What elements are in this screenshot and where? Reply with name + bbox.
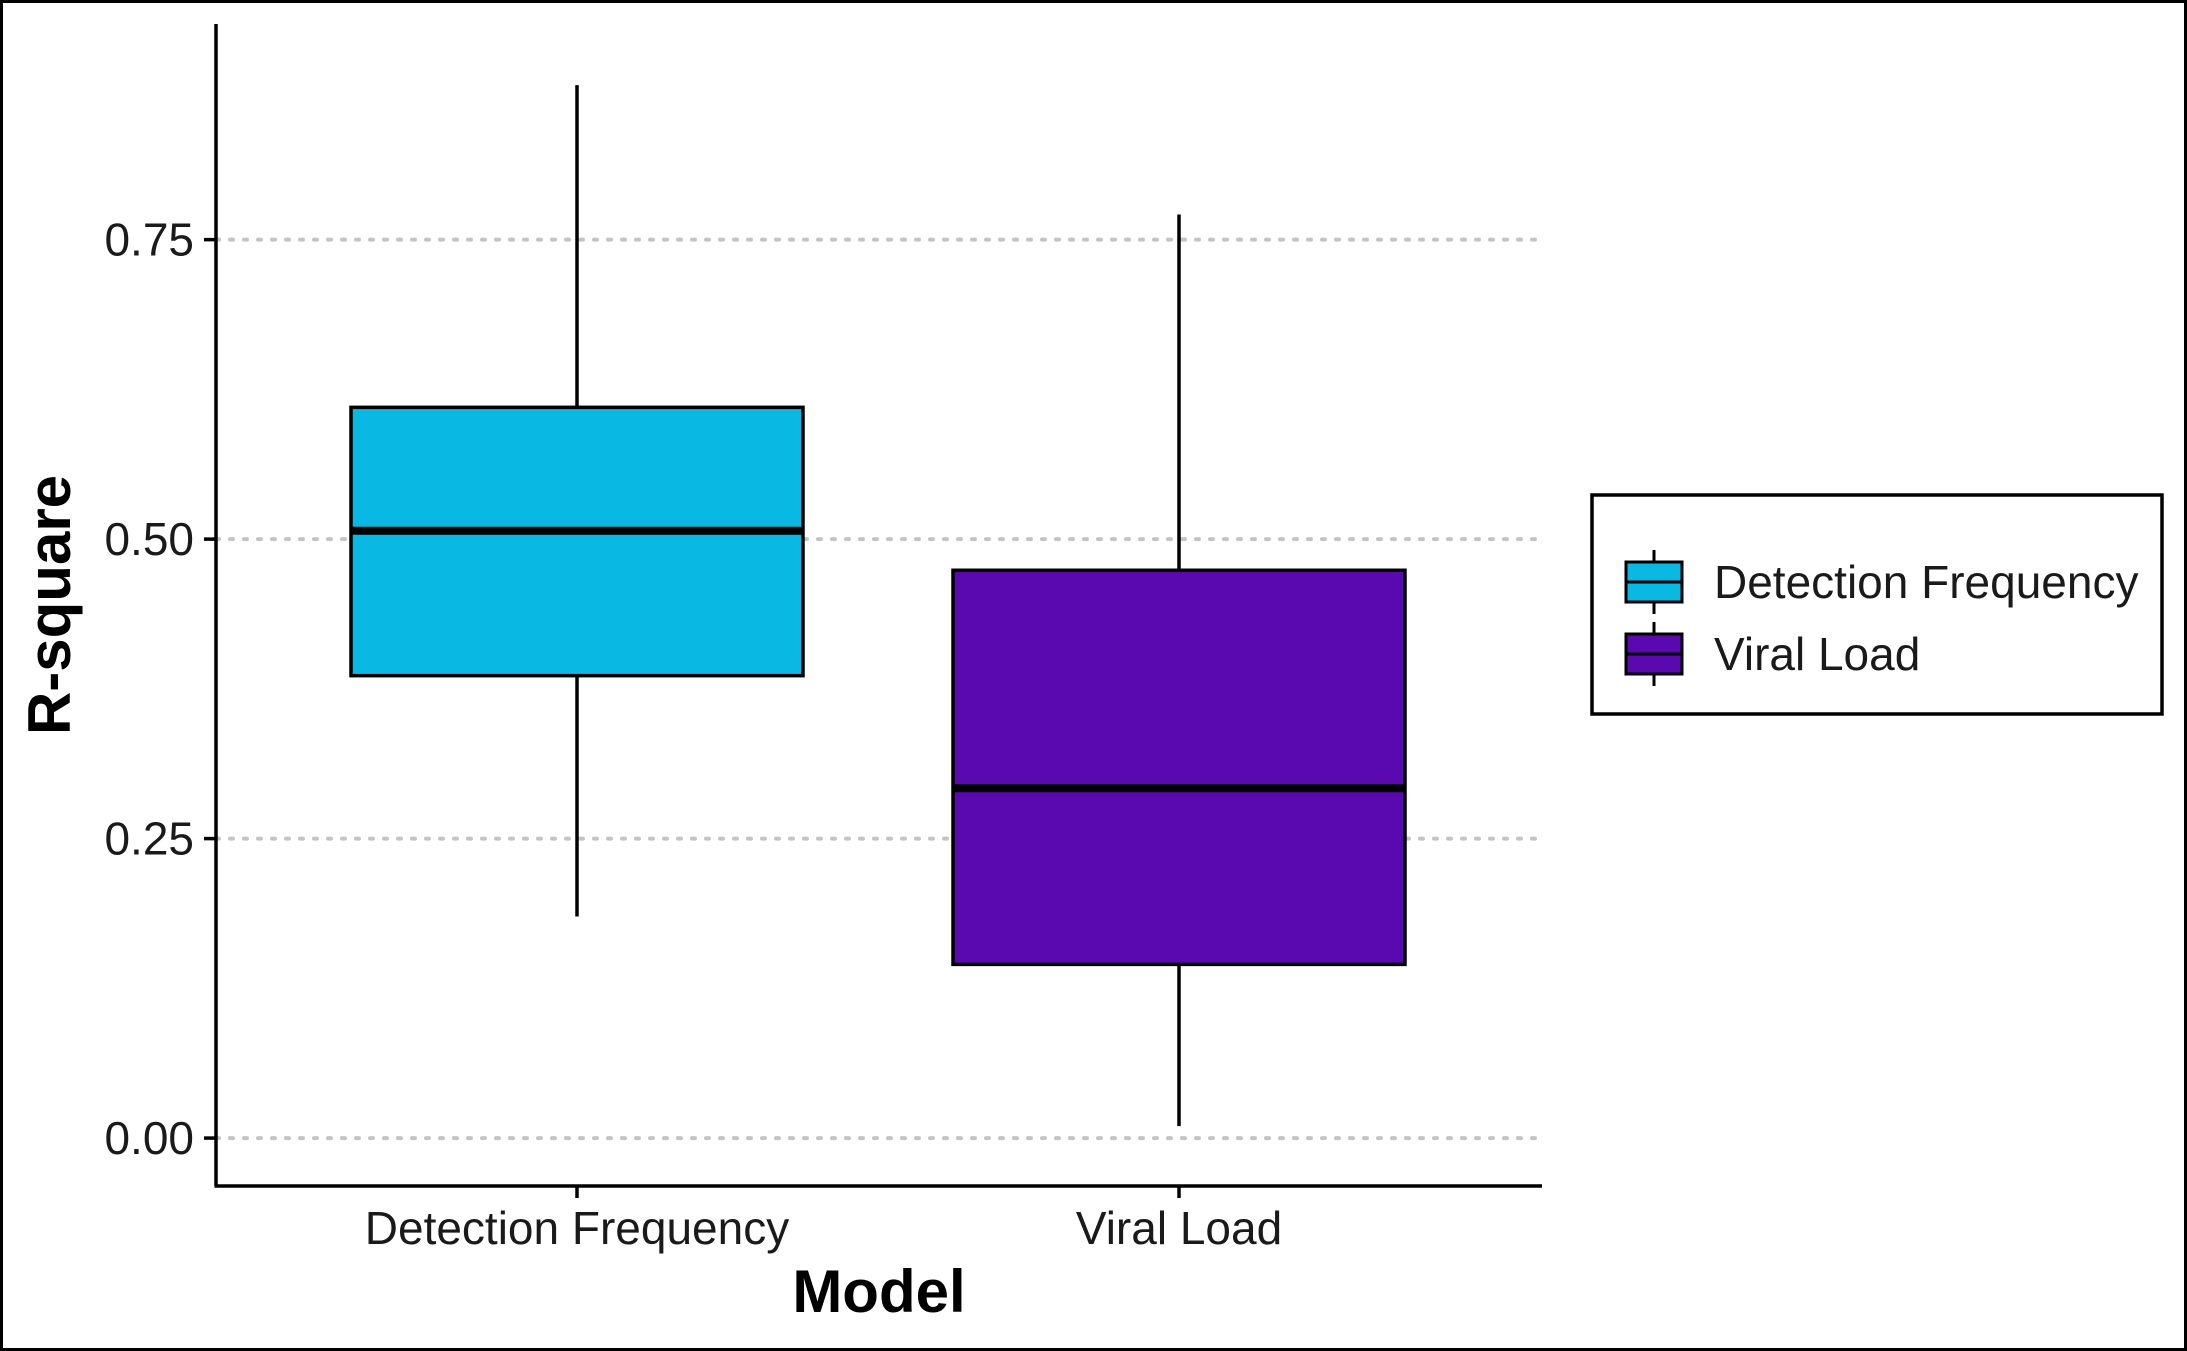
x-tick-label: Detection Frequency: [365, 1202, 789, 1254]
y-tick-label: 0.00: [104, 1112, 194, 1164]
box-body: [349, 405, 805, 678]
y-axis-title: R-square: [16, 475, 83, 735]
box-0: [349, 85, 805, 917]
boxes: [349, 85, 1407, 1127]
box-body: [951, 568, 1407, 967]
axes: [214, 24, 1542, 1188]
legend-item-0: Detection Frequency: [1624, 550, 2138, 614]
legend: Detection Frequency Viral Load: [1590, 493, 2164, 716]
y-tick-label: 0.50: [104, 513, 194, 565]
legend-label: Detection Frequency: [1714, 556, 2138, 608]
x-ticks: Detection Frequency Viral Load: [365, 1186, 1282, 1254]
x-axis-title: Model: [792, 1258, 965, 1325]
x-tick-label: Viral Load: [1076, 1202, 1282, 1254]
legend-label: Viral Load: [1714, 628, 1920, 680]
legend-item-1: Viral Load: [1624, 622, 1920, 686]
y-tick-label: 0.75: [104, 214, 194, 266]
y-tick-label: 0.25: [104, 813, 194, 865]
legend-box: [1590, 493, 2164, 716]
box-1: [951, 214, 1407, 1127]
y-ticks: 0.00 0.25 0.50 0.75: [104, 214, 216, 1164]
